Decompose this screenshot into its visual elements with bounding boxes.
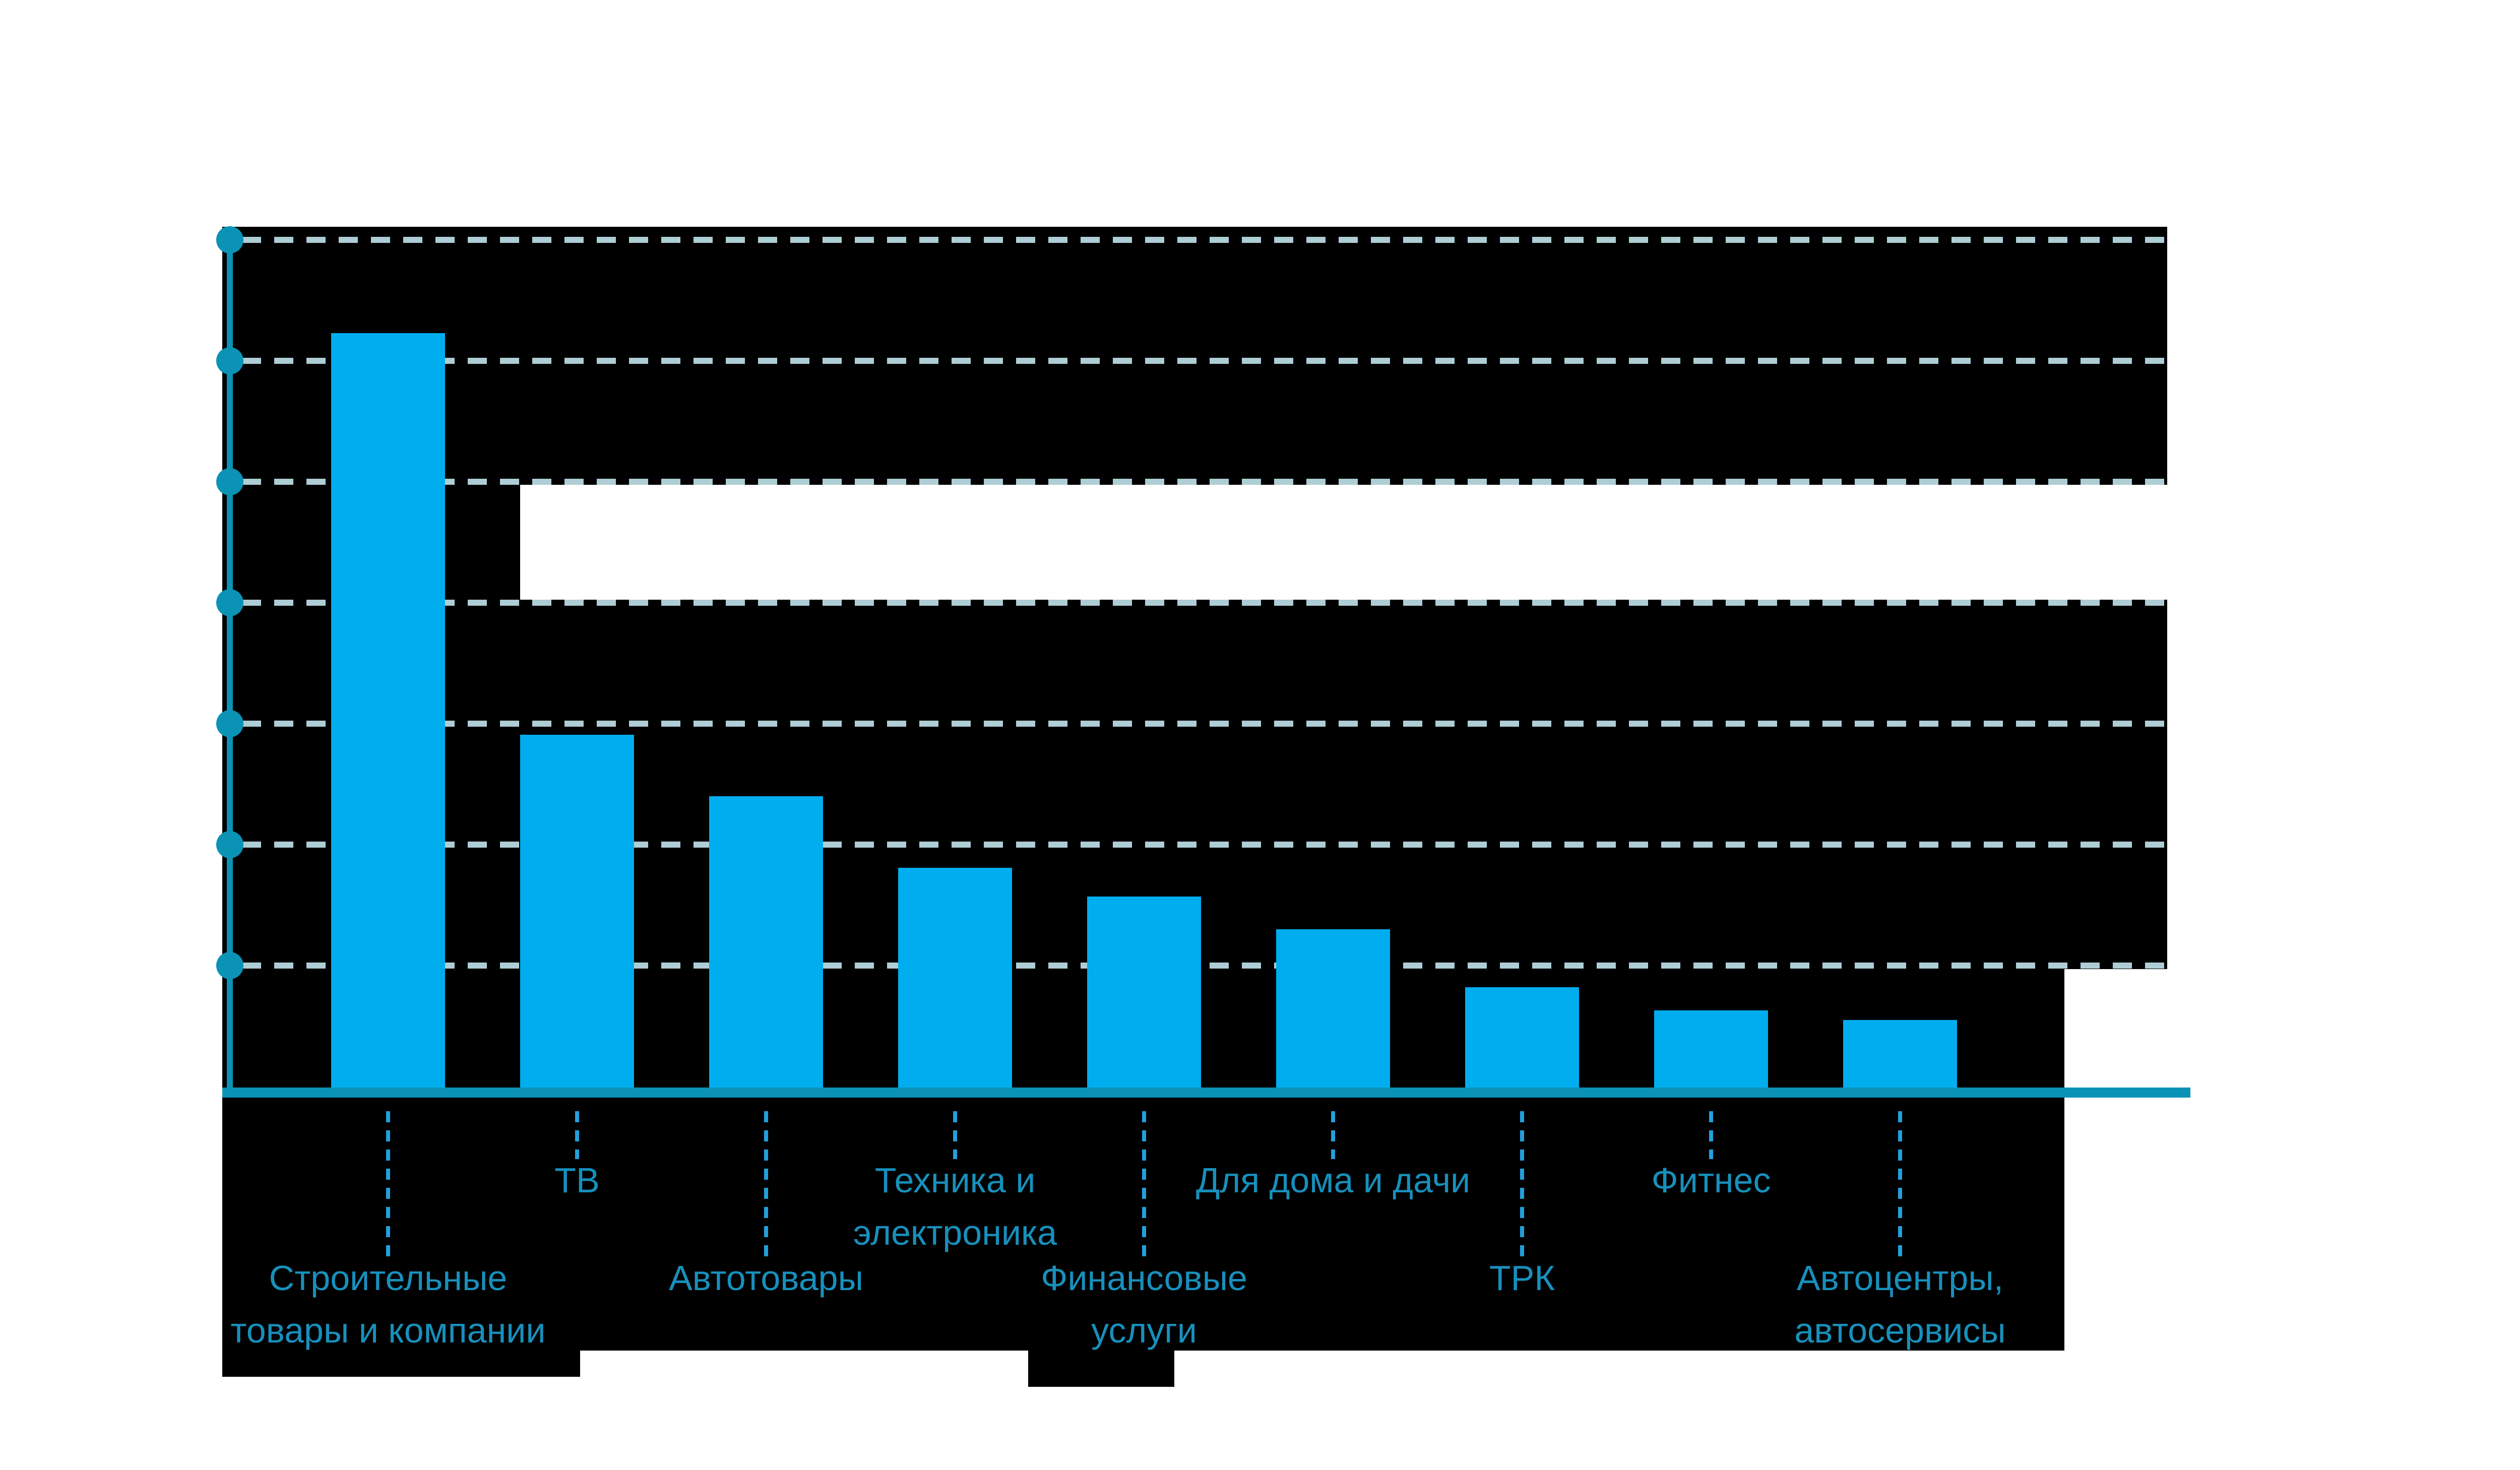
bar-8 xyxy=(1654,1010,1768,1093)
redaction-block-label-band-step-mid xyxy=(1028,1351,1174,1387)
leader-line-3 xyxy=(764,1111,768,1260)
gridline-dashed xyxy=(242,358,2167,364)
axis-tick-dot xyxy=(216,226,243,253)
bar-2 xyxy=(520,734,634,1093)
axis-tick-dot xyxy=(216,952,243,979)
leader-line-2 xyxy=(575,1111,579,1159)
category-label-2: ТВ xyxy=(554,1161,600,1200)
axis-tick-dot xyxy=(216,831,243,858)
redaction-block-top-band xyxy=(222,227,2167,485)
leader-line-5 xyxy=(1142,1111,1146,1260)
category-label-3: Автотовары xyxy=(669,1258,863,1298)
category-label-1: Строительные товары и компании xyxy=(230,1258,546,1350)
leader-line-7 xyxy=(1520,1111,1524,1260)
bar-3 xyxy=(709,796,823,1093)
bar-6 xyxy=(1276,929,1390,1093)
leader-line-8 xyxy=(1709,1111,1713,1159)
x-axis-baseline xyxy=(222,1088,2190,1098)
axis-tick-dot xyxy=(216,347,243,374)
bar-1 xyxy=(331,333,445,1093)
bar-9 xyxy=(1843,1020,1957,1093)
y-axis-line xyxy=(227,236,233,1093)
gridline-dashed xyxy=(242,721,2167,727)
gridline-dashed xyxy=(242,479,2167,485)
bar-4 xyxy=(898,867,1012,1093)
axis-tick-dot xyxy=(216,468,243,495)
gridline-dashed xyxy=(242,237,2167,243)
gridline-dashed xyxy=(242,600,2167,606)
leader-line-9 xyxy=(1898,1111,1902,1260)
leader-line-1 xyxy=(386,1111,390,1260)
category-label-5: Финансовые услуги xyxy=(1041,1258,1247,1350)
bar-5 xyxy=(1087,897,1201,1093)
category-label-8: Фитнес xyxy=(1651,1161,1771,1200)
category-label-4: Техника и электроника xyxy=(853,1161,1057,1252)
category-label-9: Автоцентры, автосервисы xyxy=(1794,1258,2006,1350)
redaction-block-label-band-step-left xyxy=(222,1351,580,1377)
axis-tick-dot xyxy=(216,710,243,737)
leader-line-4 xyxy=(953,1111,957,1159)
category-label-6: Для дома и дачи xyxy=(1195,1161,1471,1200)
category-label-7: ТРК xyxy=(1489,1258,1555,1298)
axis-tick-dot xyxy=(216,589,243,616)
bar-7 xyxy=(1465,987,1579,1093)
leader-line-6 xyxy=(1331,1111,1335,1159)
